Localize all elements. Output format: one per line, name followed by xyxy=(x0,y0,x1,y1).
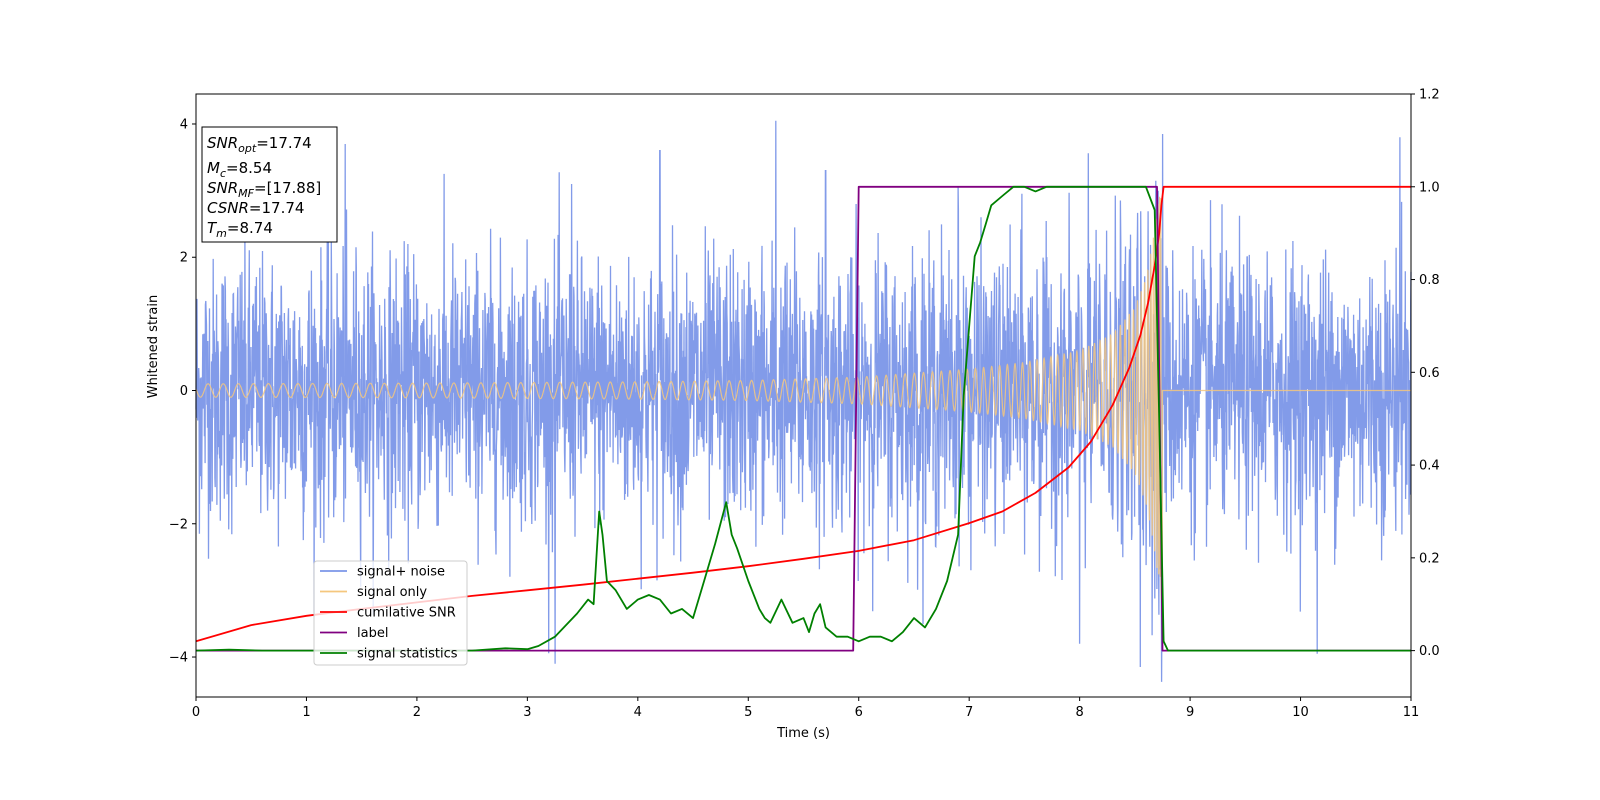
csnr-symbol: CSNR xyxy=(207,199,249,217)
series-signal-noise xyxy=(195,120,1412,682)
y-tick-label: 2 xyxy=(180,251,188,266)
x-axis-label: Time (s) xyxy=(776,726,830,741)
x-tick-label: 8 xyxy=(1075,705,1083,720)
y2-tick-label: 0.4 xyxy=(1419,459,1440,474)
legend-item-signal-only: signal only xyxy=(320,585,427,600)
y-tick-label: 4 xyxy=(180,117,188,132)
snr-opt-value: =17.74 xyxy=(256,134,312,152)
y-tick-label: −4 xyxy=(169,651,188,666)
tm-subscript: m xyxy=(216,227,227,240)
legend-frame xyxy=(313,560,468,666)
plot-frame xyxy=(195,93,1412,698)
y2-tick-label: 0.2 xyxy=(1419,551,1440,566)
snr-mf-symbol: SNR xyxy=(207,179,238,197)
tm-value: =8.74 xyxy=(227,219,273,237)
legend-label: signal only xyxy=(357,585,427,600)
y-tick-label: −2 xyxy=(169,517,188,532)
series-signal-statistics xyxy=(195,185,1411,652)
x-tick-label: 7 xyxy=(965,705,973,720)
x-tick-label: 10 xyxy=(1292,705,1309,720)
x-tick-label: 3 xyxy=(523,705,531,720)
x-tick-label: 1 xyxy=(302,705,310,720)
legend-item-cumulative-snr: cumilative SNR xyxy=(320,606,456,621)
legend-item-label: label xyxy=(320,626,388,641)
csnr-value: =17.74 xyxy=(249,199,305,217)
y2-tick-label: 0.6 xyxy=(1419,366,1440,381)
csnr-annotation: CSNR=17.74 xyxy=(207,199,304,217)
mc-symbol: M xyxy=(207,159,220,177)
legend-item-signal-statistics: signal statistics xyxy=(320,647,458,662)
y-axis-label: Whitened strain xyxy=(146,295,161,398)
legend-label: signal statistics xyxy=(357,647,458,662)
legend: signal+ noise signal only cumilative SNR la… xyxy=(313,560,468,666)
legend-item-signal-noise: signal+ noise xyxy=(320,565,445,580)
x-tick-label: 4 xyxy=(634,705,642,720)
y2-tick-label: 1.0 xyxy=(1419,180,1440,195)
snr-mf-value: =[17.88] xyxy=(254,179,321,197)
y2-tick-label: 0.8 xyxy=(1419,273,1440,288)
y-tick-label: 0 xyxy=(180,384,188,399)
legend-label: label xyxy=(357,626,388,641)
y2-tick-label: 1.2 xyxy=(1419,88,1440,103)
mc-value: =8.54 xyxy=(226,159,272,177)
snr-opt-subscript: opt xyxy=(238,142,257,155)
snr-mf-subscript: MF xyxy=(238,187,254,200)
series-signal-only xyxy=(195,196,1411,600)
annotation-box-frame xyxy=(201,126,338,243)
tm-symbol: T xyxy=(207,219,218,237)
x-tick-label: 0 xyxy=(192,705,200,720)
mc-subscript: c xyxy=(220,167,226,180)
merger-time-annotation: Tm=8.74 xyxy=(207,219,273,240)
x-tick-label: 6 xyxy=(855,705,863,720)
annotation-box: SNRopt=17.74 Mc=8.54 SNRMF=[17.88] CSNR=… xyxy=(201,126,338,243)
snr-opt-annotation: SNRopt=17.74 xyxy=(207,134,312,155)
x-tick-label: 9 xyxy=(1186,705,1194,720)
axes: 0 1 2 3 4 5 6 7 8 9 10 11 −4 −2 0 2 4 0.0 0.2 0.4 0.6 0.8 1.0 1… xyxy=(169,88,1440,721)
chirp-mass-annotation: Mc=8.54 xyxy=(207,159,272,180)
legend-label: signal+ noise xyxy=(357,565,445,580)
x-tick-label: 5 xyxy=(744,705,752,720)
x-tick-label: 11 xyxy=(1403,705,1420,720)
snr-opt-symbol: SNR xyxy=(207,134,238,152)
x-tick-label: 2 xyxy=(413,705,421,720)
snr-mf-annotation: SNRMF=[17.88] xyxy=(207,179,321,200)
y2-tick-label: 0.0 xyxy=(1419,644,1440,659)
legend-label: cumilative SNR xyxy=(357,606,456,621)
